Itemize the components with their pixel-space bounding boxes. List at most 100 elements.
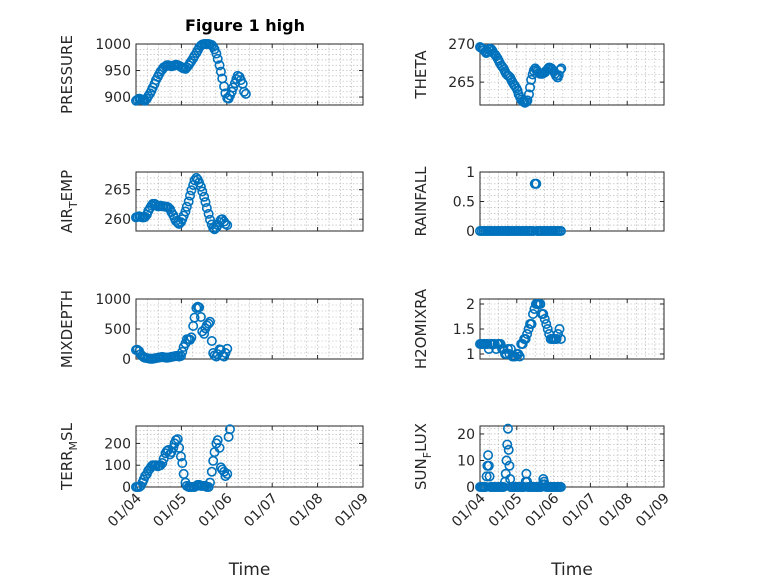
y-tick-label: 1: [466, 165, 475, 181]
data-point: [222, 343, 233, 354]
data-point: [554, 323, 565, 334]
x-tick-label: 01/07: [241, 491, 281, 531]
data-point: [177, 458, 188, 469]
data-point: [239, 86, 250, 97]
x-tick-label: 01/04: [105, 490, 145, 530]
data-point: [482, 338, 493, 349]
y-tick-label: 1000: [95, 292, 131, 308]
subplot-h2omixra: 1 1.5 2 H2OMIXRA: [412, 288, 665, 369]
data-point: [212, 53, 223, 64]
data-point: [520, 333, 531, 344]
data-point: [522, 328, 533, 339]
x-tick-label: 01/07: [559, 491, 599, 531]
y-axis-label: SUNFLUX: [412, 423, 434, 490]
data-point: [535, 298, 546, 309]
data-point: [203, 318, 214, 329]
data-point: [538, 308, 549, 319]
data-point: [514, 351, 525, 362]
data-point: [183, 196, 194, 207]
data-point: [211, 48, 222, 59]
data-point: [203, 208, 214, 219]
data-point: [555, 333, 566, 344]
data-point: [157, 458, 168, 469]
data-point: [180, 206, 191, 217]
subplot-rainfall: 0 0.5 1 RAINFALL: [412, 165, 665, 240]
x-tick-label: 01/04: [449, 490, 489, 530]
data-point: [220, 471, 231, 482]
data-point: [502, 343, 513, 354]
data-point: [541, 318, 552, 329]
y-tick-label: 200: [104, 436, 131, 452]
data-point: [215, 66, 226, 77]
data-point: [203, 481, 214, 492]
y-tick-label: 1: [466, 347, 475, 363]
data-point: [185, 190, 196, 201]
y-tick-label: 0: [122, 480, 131, 496]
data-point: [189, 312, 200, 323]
x-axis-label: Time: [228, 560, 271, 580]
data-point: [483, 460, 494, 471]
data-point: [523, 89, 534, 100]
data-point: [220, 218, 231, 229]
data-point: [189, 50, 200, 61]
y-tick-label: 20: [457, 427, 475, 443]
data-point: [214, 442, 225, 453]
data-point: [181, 201, 192, 212]
data-point: [526, 74, 537, 85]
y-tick-label: 0: [466, 224, 475, 240]
y-axis-label: AIRTEMP: [58, 170, 80, 233]
data-point: [526, 318, 537, 329]
data-point: [523, 323, 534, 334]
data-point: [484, 471, 495, 482]
x-tick-label: 01/08: [596, 491, 636, 531]
data-point: [197, 186, 208, 197]
y-axis-label: THETA: [412, 50, 430, 100]
data-point: [502, 423, 513, 434]
data-point: [200, 197, 211, 208]
data-point: [224, 424, 235, 435]
data-point: [542, 64, 553, 75]
y-axis-label: MIXDEPTH: [58, 290, 76, 368]
data-point: [555, 64, 566, 75]
data-point: [495, 338, 506, 349]
data-point: [222, 468, 233, 479]
data-point: [498, 343, 509, 354]
data-point: [504, 460, 515, 471]
data-point: [186, 332, 197, 343]
data-point: [201, 202, 212, 213]
y-tick-label: 265: [448, 75, 475, 91]
data-point: [222, 220, 233, 231]
data-point: [483, 450, 494, 461]
y-tick-label: 100: [104, 458, 131, 474]
x-tick-label: 01/05: [150, 491, 190, 531]
y-tick-label: 500: [104, 322, 131, 338]
x-axis-label: Time: [550, 560, 593, 580]
data-point: [186, 55, 197, 66]
data-point: [502, 439, 513, 450]
x-tick-label: 01/06: [196, 490, 236, 530]
y-tick-label: 900: [104, 90, 131, 106]
axes-box: [135, 171, 364, 232]
subplot-terr_msl: 0 100 200 01/04 01/05 01/06 01/07 01/08 01/09 TER…: [58, 422, 372, 580]
data-point: [551, 333, 562, 344]
data-point: [206, 335, 217, 346]
data-point: [170, 215, 181, 226]
data-point: [205, 316, 216, 327]
y-tick-label: 1.5: [453, 322, 475, 338]
data-point: [195, 181, 206, 192]
data-point: [531, 178, 542, 189]
y-axis-label: TERRMSL: [58, 422, 80, 491]
y-tick-label: 1000: [95, 37, 131, 53]
y-tick-label: 0: [466, 480, 475, 496]
data-point: [489, 338, 500, 349]
data-point: [503, 444, 514, 455]
axes-box: [479, 425, 665, 488]
data-point: [517, 338, 528, 349]
data-point: [240, 88, 251, 99]
data-point: [143, 90, 154, 101]
data-point: [199, 328, 210, 339]
data-point: [175, 350, 186, 361]
data-point: [206, 466, 217, 477]
y-tick-label: 0: [122, 352, 131, 368]
